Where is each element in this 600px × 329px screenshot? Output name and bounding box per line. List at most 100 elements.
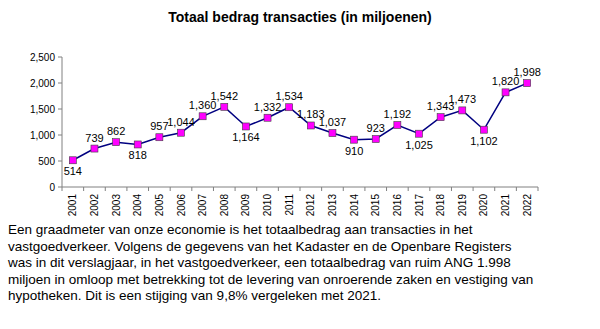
x-tick-label: 2011 xyxy=(284,194,295,216)
marker xyxy=(502,89,509,96)
x-tick xyxy=(364,187,365,191)
data-label: 1,164 xyxy=(232,131,260,143)
data-label: 1,542 xyxy=(211,90,239,102)
y-tick xyxy=(58,83,62,84)
x-tick-label: 2021 xyxy=(500,194,511,217)
x-tick xyxy=(516,187,517,191)
marker xyxy=(480,126,487,133)
y-tick xyxy=(58,187,62,188)
data-label: 739 xyxy=(85,132,103,144)
x-tick-label: 2022 xyxy=(522,194,533,217)
data-label: 1,998 xyxy=(513,66,541,78)
marker xyxy=(307,122,314,129)
marker xyxy=(199,113,206,120)
x-tick-label: 2006 xyxy=(176,194,187,217)
x-tick xyxy=(126,187,127,191)
marker xyxy=(264,114,271,121)
y-tick-label: 1,500 xyxy=(30,104,55,115)
y-tick-label: 1,000 xyxy=(30,130,55,141)
marker xyxy=(156,134,163,141)
x-tick-label: 2008 xyxy=(219,194,230,217)
x-tick xyxy=(538,187,539,191)
x-tick-label: 2002 xyxy=(89,194,100,217)
x-tick-label: 2012 xyxy=(305,194,316,217)
marker xyxy=(221,103,228,110)
marker xyxy=(113,139,120,146)
x-tick-label: 2005 xyxy=(154,194,165,217)
x-tick xyxy=(429,187,430,191)
data-label: 1,102 xyxy=(470,135,498,147)
marker xyxy=(416,130,423,137)
x-tick xyxy=(256,187,257,191)
x-tick xyxy=(170,187,171,191)
marker xyxy=(351,136,358,143)
marker xyxy=(178,129,185,136)
data-label: 862 xyxy=(107,125,125,137)
x-tick-label: 2001 xyxy=(67,194,78,217)
marker xyxy=(459,107,466,114)
x-tick-label: 2019 xyxy=(457,194,468,217)
data-label: 1,534 xyxy=(275,90,303,102)
x-tick xyxy=(473,187,474,191)
y-tick xyxy=(58,135,62,136)
y-tick xyxy=(58,57,62,58)
data-label: 1,332 xyxy=(254,101,282,113)
y-tick xyxy=(58,161,62,162)
x-tick-label: 2014 xyxy=(349,194,360,217)
x-tick xyxy=(62,187,63,191)
data-label: 1,037 xyxy=(319,116,347,128)
y-tick-label: 0 xyxy=(49,182,55,193)
x-tick-label: 2020 xyxy=(478,194,489,217)
annotation: Een graadmeter van onze economie is het … xyxy=(8,222,473,237)
marker xyxy=(286,104,293,111)
data-label: 1,044 xyxy=(167,116,195,128)
x-tick-label: 2010 xyxy=(262,194,273,217)
data-label: 1,473 xyxy=(449,93,477,105)
marker xyxy=(394,122,401,129)
marker xyxy=(329,130,336,137)
data-label: 514 xyxy=(64,165,82,177)
marker xyxy=(437,114,444,121)
data-label: 957 xyxy=(150,120,168,132)
x-tick xyxy=(494,187,495,191)
x-tick xyxy=(235,187,236,191)
annotation: was in dit verslagjaar, in het vastgoedv… xyxy=(7,255,511,270)
x-tick-label: 2013 xyxy=(327,194,338,217)
plot-area xyxy=(69,80,530,164)
marker xyxy=(69,157,76,164)
x-tick-label: 2016 xyxy=(392,194,403,217)
x-tick xyxy=(451,187,452,191)
data-label: 923 xyxy=(367,122,385,134)
data-label: 1,192 xyxy=(384,108,412,120)
data-label: 818 xyxy=(129,149,147,161)
data-label: 910 xyxy=(345,145,363,157)
x-tick-label: 2004 xyxy=(132,194,143,217)
marker xyxy=(372,136,379,143)
x-tick xyxy=(408,187,409,191)
title: Totaal bedrag transacties (in miljoenen) xyxy=(168,9,431,25)
marker xyxy=(242,123,249,130)
y-tick-label: 500 xyxy=(38,156,55,167)
y-tick xyxy=(58,109,62,110)
x-tick-label: 2015 xyxy=(370,194,381,217)
annotation: hypotheken. Dit is een stijging van 9,8%… xyxy=(8,288,381,303)
x-tick-label: 2009 xyxy=(240,194,251,217)
x-tick xyxy=(105,187,106,191)
y-tick-label: 2,000 xyxy=(30,78,55,89)
x-tick xyxy=(213,187,214,191)
x-tick xyxy=(191,187,192,191)
annotation: vastgoedverkeer. Volgens de gegevens van… xyxy=(8,239,512,254)
x-tick xyxy=(148,187,149,191)
x-tick-label: 2017 xyxy=(414,194,425,217)
chart: Totaal bedrag transacties (in miljoenen)… xyxy=(0,0,600,329)
x-tick xyxy=(278,187,279,191)
x-tick-label: 2003 xyxy=(111,194,122,217)
annotation: miljoen in omloop met betrekking tot de … xyxy=(8,272,533,287)
x-tick xyxy=(83,187,84,191)
data-label: 1,025 xyxy=(405,139,433,151)
marker xyxy=(524,80,531,87)
marker xyxy=(134,141,141,148)
marker xyxy=(91,145,98,152)
y-tick-label: 2,500 xyxy=(30,52,55,63)
x-tick xyxy=(343,187,344,191)
